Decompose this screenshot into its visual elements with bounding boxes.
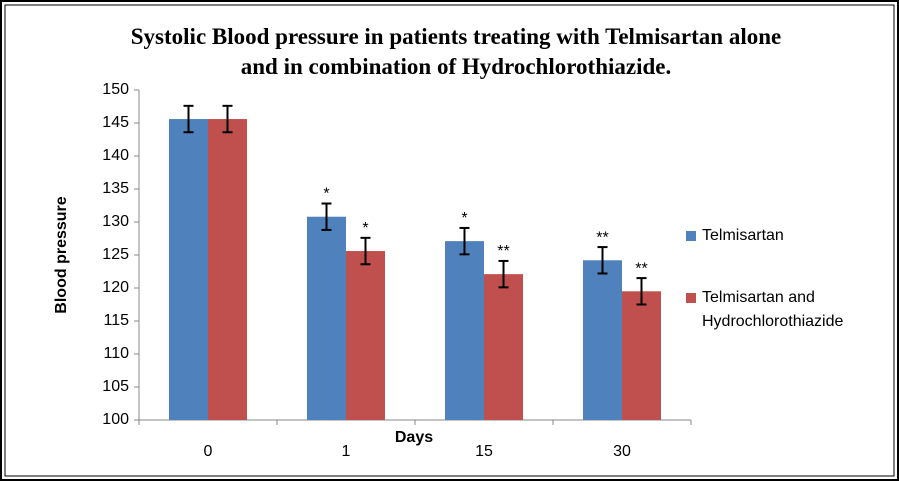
y-tick-label: 150 [102,81,129,98]
y-tick-label: 120 [102,279,129,296]
annotation: ** [497,243,509,260]
y-tick-label: 105 [102,378,129,395]
annotation: * [461,210,467,227]
bar [445,241,484,420]
legend-item: Telmisartan [686,224,882,248]
bar [346,251,385,420]
legend-swatch [686,231,696,241]
annotation: * [362,220,368,237]
y-tick-label: 115 [103,312,129,329]
x-tick-label: 30 [613,443,631,460]
bar [208,119,247,420]
bar [169,119,208,420]
y-tick-label: 110 [103,345,129,362]
annotation: * [323,186,329,203]
x-tick-label: 1 [342,443,351,460]
legend-label: Telmisartan [702,227,784,244]
y-axis-label: Blood pressure [53,196,70,313]
annotation: ** [635,260,647,277]
bar [622,291,661,420]
y-tick-label: 145 [102,114,129,131]
x-tick-label: 15 [475,443,493,460]
chart-title: Systolic Blood pressure in patients trea… [130,24,782,79]
bar [583,260,622,420]
x-axis-label: Days [395,429,433,446]
y-tick-label: 130 [102,213,129,230]
y-tick-label: 100 [102,411,129,428]
y-tick-label: 140 [102,147,129,164]
annotation: ** [596,229,608,246]
bar [484,274,523,420]
y-tick-label: 125 [102,246,129,263]
bar [307,216,346,420]
legend-item: Telmisartan and Hydrochlorothiazide [686,286,882,334]
legend-swatch [686,293,696,303]
legend-label: Telmisartan and Hydrochlorothiazide [702,289,844,330]
y-tick-label: 135 [102,180,129,197]
x-tick-label: 0 [204,443,213,460]
inner-frame [4,4,895,477]
